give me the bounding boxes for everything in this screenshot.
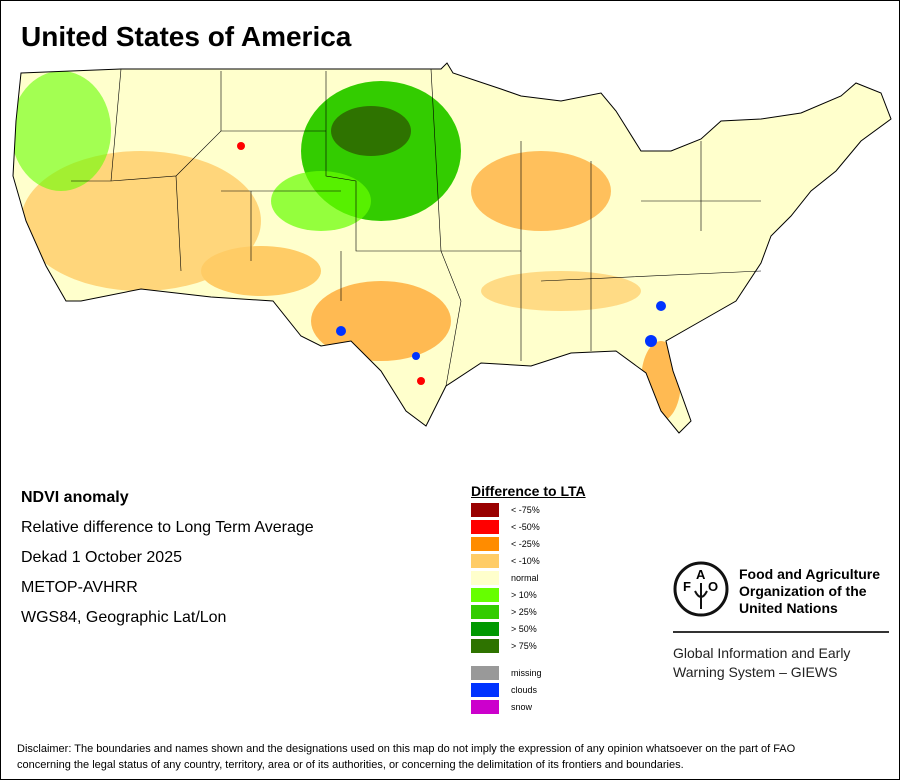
product-sensor: METOP-AVHRR: [21, 579, 138, 596]
legend-item: missing: [471, 666, 542, 680]
legend-swatch: [471, 639, 499, 653]
legend-title: Difference to LTA: [471, 483, 586, 499]
svg-text:O: O: [708, 579, 718, 594]
divider: [673, 631, 889, 633]
legend-swatch: [471, 683, 499, 697]
us-ndvi-map: [12, 62, 892, 434]
legend-label: > 10%: [511, 590, 537, 600]
map-title: United States of America: [21, 21, 352, 52]
legend-label: > 75%: [511, 641, 537, 651]
legend-item: < -50%: [471, 520, 540, 534]
legend-label: > 50%: [511, 624, 537, 634]
disclaimer: Disclaimer: The boundaries and names sho…: [17, 741, 795, 773]
product-name: NDVI anomaly: [21, 489, 129, 506]
legend-swatch: [471, 520, 499, 534]
legend-item: < -75%: [471, 503, 540, 517]
giews-line: Global Information and Early: [673, 645, 851, 661]
legend-label: < -75%: [511, 505, 540, 515]
legend-item: < -10%: [471, 554, 540, 568]
legend-label: missing: [511, 668, 542, 678]
svg-text:A: A: [696, 567, 706, 582]
legend-label: < -25%: [511, 539, 540, 549]
giews-name: Global Information and Early Warning Sys…: [673, 644, 850, 682]
legend-swatch: [471, 537, 499, 551]
legend-swatch: [471, 666, 499, 680]
legend-label: < -10%: [511, 556, 540, 566]
legend-item: > 50%: [471, 622, 537, 636]
legend-swatch: [471, 605, 499, 619]
fao-logo-icon: F A O: [673, 561, 729, 617]
legend-label: normal: [511, 573, 539, 583]
legend-swatch: [471, 554, 499, 568]
legend-label: clouds: [511, 685, 538, 695]
legend-item: snow: [471, 700, 532, 714]
legend-swatch: [471, 622, 499, 636]
fao-name-line: Organization of the: [739, 583, 867, 599]
legend-item: normal: [471, 571, 539, 585]
fao-name-line: Food and Agriculture: [739, 566, 881, 582]
svg-text:F: F: [683, 579, 691, 594]
legend-label: < -50%: [511, 522, 540, 532]
legend-swatch: [471, 503, 499, 517]
legend-item: > 25%: [471, 605, 537, 619]
legend-item: > 10%: [471, 588, 537, 602]
legend-label: > 25%: [511, 607, 537, 617]
legend-item: < -25%: [471, 537, 540, 551]
fao-name-line: United Nations: [739, 600, 838, 616]
legend-item: > 75%: [471, 639, 537, 653]
product-date: Dekad 1 October 2025: [21, 549, 182, 566]
product-projection: WGS84, Geographic Lat/Lon: [21, 609, 227, 626]
legend-item: clouds: [471, 683, 537, 697]
legend-swatch: [471, 588, 499, 602]
disclaimer-line: concerning the legal status of any count…: [17, 759, 684, 771]
product-description: Relative difference to Long Term Average: [21, 519, 314, 536]
fao-name: Food and Agriculture Organization of the…: [739, 566, 880, 617]
legend-swatch: [471, 571, 499, 585]
legend-label: snow: [511, 702, 533, 712]
disclaimer-line: Disclaimer: The boundaries and names sho…: [17, 743, 796, 755]
legend-swatch: [471, 700, 499, 714]
state-borders: [71, 68, 762, 387]
giews-line: Warning System – GIEWS: [673, 664, 838, 680]
